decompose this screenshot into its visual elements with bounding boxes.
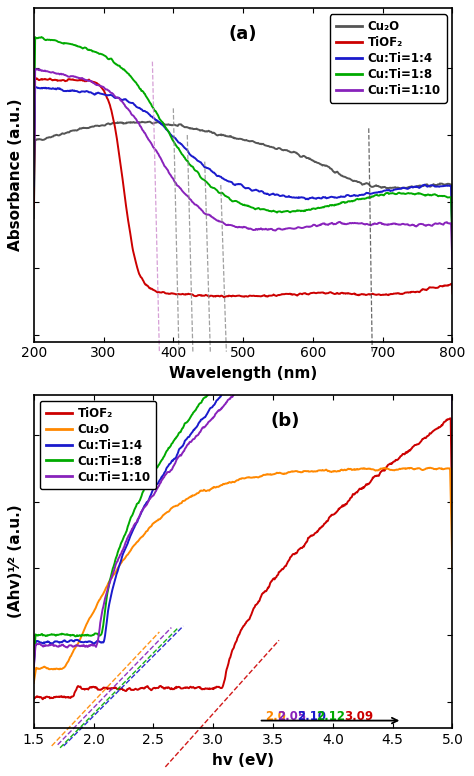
Text: 2.05: 2.05 <box>278 710 307 723</box>
Legend: TiOF₂, Cu₂O, Cu:Ti=1:4, Cu:Ti=1:8, Cu:Ti=1:10: TiOF₂, Cu₂O, Cu:Ti=1:4, Cu:Ti=1:8, Cu:Ti… <box>40 401 156 490</box>
Y-axis label: Absorbance (a.u.): Absorbance (a.u.) <box>9 99 23 251</box>
Text: 2.10: 2.10 <box>297 710 326 723</box>
Text: 2.0: 2.0 <box>265 710 286 723</box>
Text: (a): (a) <box>229 25 257 43</box>
X-axis label: hv (eV): hv (eV) <box>212 753 274 767</box>
Text: (b): (b) <box>270 411 300 430</box>
Text: 2.12: 2.12 <box>316 710 345 723</box>
Legend: Cu₂O, TiOF₂, Cu:Ti=1:4, Cu:Ti=1:8, Cu:Ti=1:10: Cu₂O, TiOF₂, Cu:Ti=1:4, Cu:Ti=1:8, Cu:Ti… <box>330 14 447 103</box>
Text: 3.09: 3.09 <box>345 710 374 723</box>
Y-axis label: (Ahv)¹⁄² (a.u.): (Ahv)¹⁄² (a.u.) <box>9 504 23 618</box>
X-axis label: Wavelength (nm): Wavelength (nm) <box>169 366 317 381</box>
